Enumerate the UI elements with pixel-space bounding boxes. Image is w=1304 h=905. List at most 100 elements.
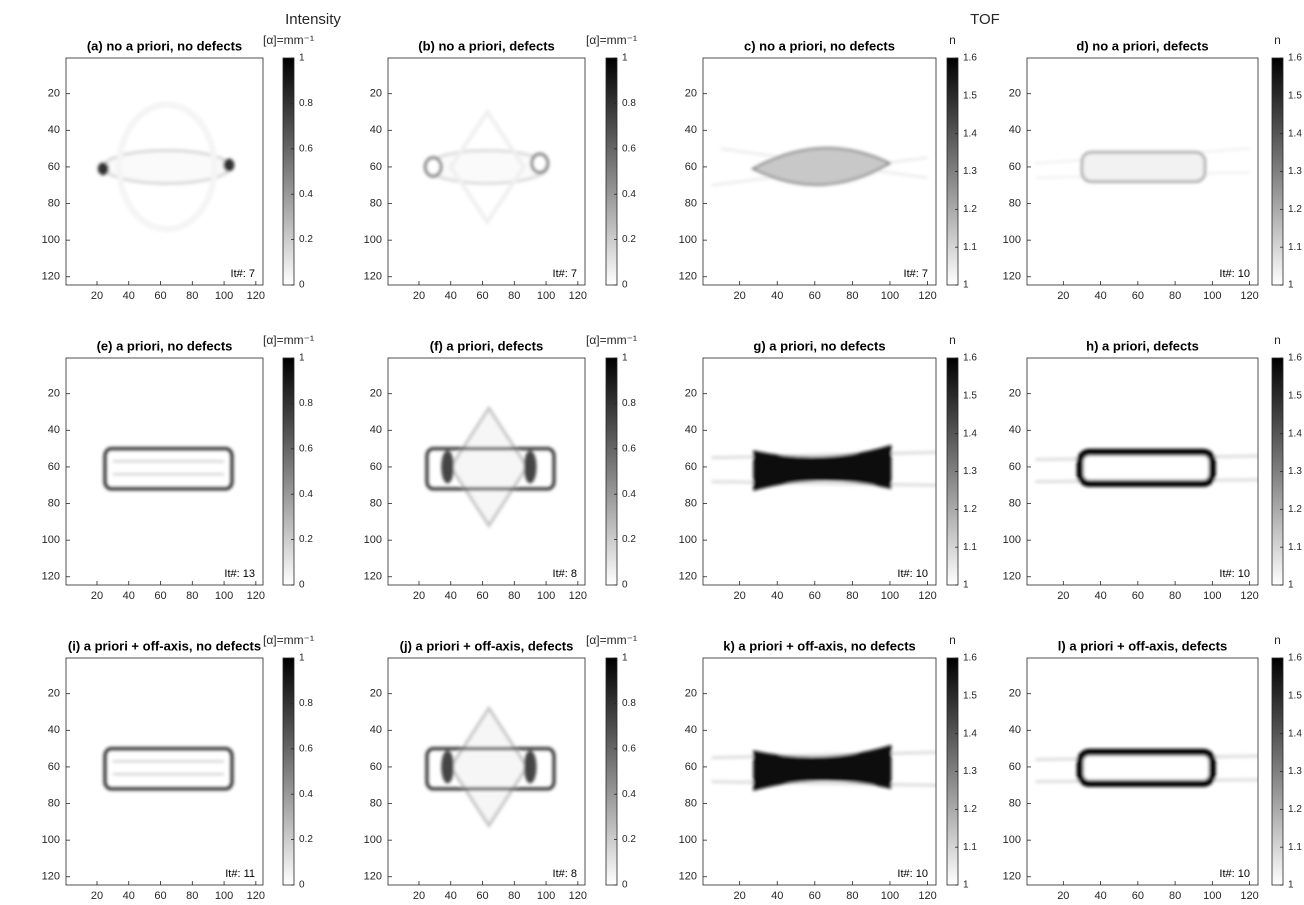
x-tick-label: 60	[1132, 290, 1144, 302]
colorbar-tick-label: 0.8	[622, 398, 636, 409]
x-tick-label: 20	[1057, 290, 1069, 302]
y-tick-label: 40	[370, 724, 382, 736]
colorbar-tick-label: 1.2	[963, 804, 977, 815]
colorbar-label: [α]=mm⁻¹	[263, 633, 314, 647]
y-tick-label: 20	[48, 688, 60, 700]
y-tick-label: 120	[42, 571, 60, 583]
image-feature	[1082, 152, 1205, 181]
colorbar-tick-label: 0.6	[299, 743, 313, 754]
colorbar-tick-label: 1	[299, 353, 305, 364]
colorbar-tick-label: 1.1	[1288, 842, 1302, 853]
x-tick-label: 120	[1240, 290, 1258, 302]
x-tick-label: 80	[1169, 290, 1181, 302]
colorbar-tick-label: 1.3	[963, 466, 977, 477]
x-tick-label: 60	[1132, 590, 1144, 602]
colorbar-tick-label: 0	[622, 880, 628, 891]
x-tick-label: 80	[846, 890, 858, 902]
x-tick-label: 60	[1132, 890, 1144, 902]
y-tick-label: 80	[1009, 197, 1021, 209]
x-tick-label: 80	[846, 590, 858, 602]
image-feature	[1080, 752, 1212, 783]
colorbar-tick-label: 1.2	[963, 204, 977, 215]
colorbar-tick-label: 1.3	[1288, 466, 1302, 477]
x-tick-label: 60	[154, 890, 166, 902]
image-feature	[532, 154, 548, 172]
y-tick-label: 40	[685, 724, 697, 736]
colorbar-tick-label: 0.4	[299, 189, 313, 200]
colorbar-tick-label: 0.4	[299, 489, 313, 500]
x-tick-label: 40	[771, 590, 783, 602]
y-tick-label: 100	[42, 234, 60, 246]
y-tick-label: 40	[48, 424, 60, 436]
colorbar-tick-label: 1.4	[963, 728, 977, 739]
x-tick-label: 20	[91, 890, 103, 902]
colorbar-tick-label: 0	[299, 880, 305, 891]
x-tick-label: 20	[413, 890, 425, 902]
panel-title: (j) a priori + off-axis, defects	[400, 638, 574, 653]
colorbar-label: n	[949, 33, 956, 47]
figure-title: Intensity	[285, 11, 341, 28]
panel-title: l) a priori + off-axis, defects	[1058, 638, 1227, 653]
y-tick-label: 60	[48, 161, 60, 173]
x-tick-label: 80	[186, 890, 198, 902]
colorbar-tick-label: 0.2	[622, 534, 636, 545]
y-tick-label: 100	[679, 834, 697, 846]
x-tick-label: 60	[809, 290, 821, 302]
panel-title: k) a priori + off-axis, no defects	[723, 638, 916, 653]
x-tick-label: 60	[476, 890, 488, 902]
y-tick-label: 80	[48, 497, 60, 509]
colorbar-tick-label: 1.2	[963, 504, 977, 515]
colorbar-tick-label: 0.4	[622, 489, 636, 500]
iteration-label: It#: 13	[224, 568, 255, 580]
y-tick-label: 120	[364, 871, 382, 883]
colorbar-tick-label: 1.6	[1288, 353, 1302, 364]
colorbar-tick-label: 1	[299, 53, 305, 64]
colorbar-tick-label: 0	[622, 580, 628, 591]
x-tick-label: 60	[154, 590, 166, 602]
y-tick-label: 40	[370, 124, 382, 136]
colorbar-tick-label: 0.6	[299, 143, 313, 154]
x-tick-label: 20	[734, 890, 746, 902]
colorbar-tick-label: 0.6	[622, 143, 636, 154]
colorbar-label: [α]=mm⁻¹	[586, 333, 637, 347]
colorbar-tick-label: 1.3	[1288, 766, 1302, 777]
panel: (j) a priori + off-axis, defects 20 40 60 80…	[364, 633, 637, 902]
y-tick-label: 20	[1009, 388, 1021, 400]
colorbar-tick-label: 1	[1288, 580, 1294, 591]
x-tick-label: 120	[247, 890, 265, 902]
y-tick-label: 80	[370, 797, 382, 809]
y-tick-label: 100	[364, 234, 382, 246]
y-tick-label: 40	[685, 424, 697, 436]
x-tick-label: 40	[445, 590, 457, 602]
x-tick-label: 80	[508, 590, 520, 602]
x-tick-label: 120	[918, 890, 936, 902]
colorbar-tick-label: 0	[622, 280, 628, 291]
x-tick-label: 80	[1169, 890, 1181, 902]
y-tick-label: 40	[1009, 424, 1021, 436]
y-tick-label: 120	[679, 571, 697, 583]
colorbar-tick-label: 1.6	[1288, 653, 1302, 664]
iteration-label: It#: 10	[897, 868, 928, 880]
colorbar-tick-label: 1.5	[1288, 90, 1302, 101]
colorbar-label: n	[1274, 33, 1281, 47]
colorbar-tick-label: 0.4	[299, 789, 313, 800]
colorbar-tick-label: 1.2	[1288, 204, 1302, 215]
image-feature	[425, 158, 441, 176]
x-tick-label: 40	[1094, 590, 1106, 602]
panel: (i) a priori + off-axis, no defects20406…	[42, 633, 314, 902]
y-tick-label: 120	[364, 571, 382, 583]
colorbar-tick-label: 0.6	[299, 443, 313, 454]
x-tick-label: 120	[247, 590, 265, 602]
colorbar-tick-label: 1.1	[963, 242, 977, 253]
colorbar-tick-label: 1.3	[963, 766, 977, 777]
x-tick-label: 120	[247, 290, 265, 302]
colorbar-tick-label: 1.5	[963, 690, 977, 701]
x-tick-label: 20	[734, 290, 746, 302]
x-tick-label: 100	[537, 290, 555, 302]
iteration-label: It#: 7	[904, 268, 928, 280]
panel: (a) no a priori, no defects2040608010012…	[42, 33, 314, 302]
y-tick-label: 40	[370, 424, 382, 436]
y-tick-label: 120	[679, 271, 697, 283]
